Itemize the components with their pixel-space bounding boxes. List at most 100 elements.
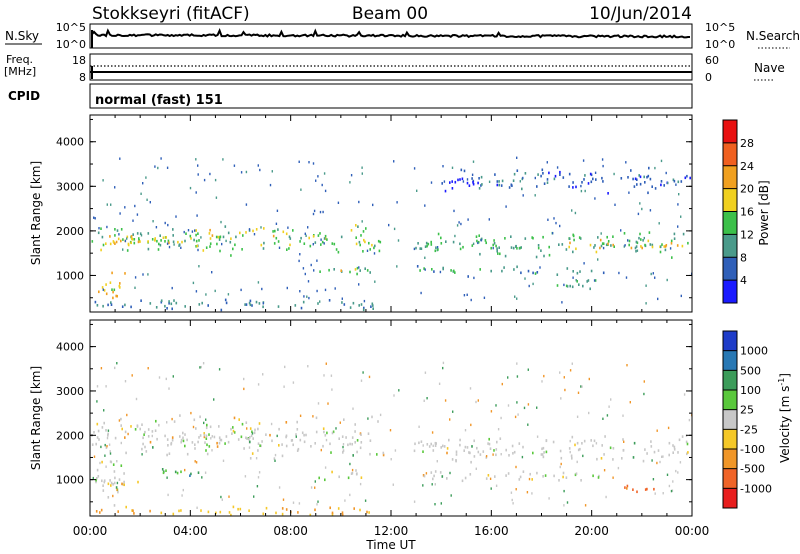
heatmap-cell: [483, 296, 486, 299]
heatmap-cell: [559, 173, 561, 176]
heatmap-cell: [643, 392, 645, 396]
heatmap-cell: [667, 181, 669, 185]
heatmap-cell: [122, 248, 124, 251]
heatmap-cell: [141, 453, 143, 456]
heatmap-cell: [665, 171, 667, 175]
heatmap-cell: [114, 366, 116, 370]
heatmap-cell: [257, 449, 259, 452]
heatmap-cell: [96, 422, 99, 426]
heatmap-cell: [497, 428, 500, 431]
heatmap-cell: [521, 187, 523, 191]
heatmap-cell: [650, 440, 652, 443]
heatmap-cell: [117, 490, 119, 494]
heatmap-cell: [398, 389, 400, 392]
heatmap-cell: [675, 469, 677, 473]
heatmap-cell: [158, 242, 160, 246]
heatmap-cell: [678, 438, 681, 442]
heatmap-cell: [312, 415, 314, 418]
heatmap-cell: [571, 457, 573, 460]
heatmap-cell: [641, 246, 643, 250]
heatmap-cell: [478, 177, 480, 180]
power-colorbar-swatch: [723, 188, 737, 212]
heatmap-cell: [232, 426, 234, 429]
heatmap-cell: [308, 236, 310, 240]
heatmap-cell: [422, 484, 424, 487]
heatmap-cell: [554, 174, 557, 178]
heatmap-cell: [423, 474, 426, 478]
heatmap-cell: [324, 234, 327, 238]
heatmap-cell: [424, 204, 426, 207]
heatmap-cell: [103, 480, 106, 484]
heatmap-cell: [667, 426, 670, 430]
heatmap-cell: [315, 179, 317, 182]
heatmap-cell: [154, 239, 156, 242]
heatmap-cell: [241, 422, 244, 426]
heatmap-cell: [601, 176, 603, 180]
heatmap-cell: [561, 243, 564, 246]
heatmap-cell: [351, 471, 354, 475]
heatmap-cell: [519, 180, 521, 183]
heatmap-cell: [341, 435, 344, 438]
heatmap-cell: [601, 158, 604, 161]
heatmap-cell: [430, 240, 432, 244]
heatmap-cell: [479, 453, 482, 456]
heatmap-cell: [173, 420, 176, 423]
heatmap-cell: [676, 244, 679, 247]
heatmap-cell: [356, 272, 358, 276]
heatmap-cell: [300, 306, 303, 310]
heatmap-cell: [649, 209, 652, 212]
heatmap-cell: [166, 242, 169, 245]
heatmap-cell: [366, 249, 369, 252]
heatmap-cell: [556, 284, 559, 287]
heatmap-cell: [147, 428, 150, 431]
heatmap-cell: [168, 245, 171, 249]
heatmap-cell: [297, 511, 299, 514]
heatmap-cell: [423, 399, 425, 402]
heatmap-cell: [120, 417, 122, 421]
heatmap-cell: [393, 227, 396, 231]
heatmap-cell: [658, 222, 660, 225]
heatmap-cell: [116, 362, 118, 365]
heatmap-cell: [394, 449, 397, 452]
heatmap-cell: [374, 280, 376, 283]
heatmap-cell: [109, 450, 111, 453]
heatmap-cell: [114, 186, 116, 189]
heatmap-cell: [161, 468, 164, 471]
heatmap-cell: [241, 248, 243, 251]
heatmap-cell: [575, 472, 578, 475]
heatmap-cell: [110, 484, 112, 487]
heatmap-cell: [434, 470, 437, 473]
heatmap-cell: [434, 444, 437, 447]
heatmap-cell: [670, 242, 673, 245]
heatmap-cell: [536, 435, 539, 438]
velocity-colorbar-label: Velocity [m s-1]: [777, 373, 792, 463]
range-tick-label: 4000: [56, 136, 84, 149]
heatmap-cell: [95, 478, 97, 482]
heatmap-cell: [426, 397, 428, 400]
heatmap-cell: [339, 421, 341, 424]
heatmap-cell: [227, 231, 230, 235]
heatmap-cell: [448, 438, 450, 442]
heatmap-cell: [513, 268, 515, 271]
heatmap-cell: [420, 440, 423, 443]
heatmap-cell: [516, 297, 518, 300]
heatmap-cell: [462, 180, 465, 183]
range-tick-label: 2000: [56, 225, 84, 238]
heatmap-cell: [477, 399, 479, 402]
heatmap-cell: [216, 441, 218, 445]
heatmap-cell: [215, 196, 218, 199]
heatmap-cell: [453, 269, 455, 273]
heatmap-cell: [315, 416, 318, 420]
heatmap-cell: [681, 244, 684, 248]
heatmap-cell: [516, 265, 518, 269]
heatmap-cell: [354, 268, 357, 271]
heatmap-cell: [370, 305, 372, 308]
heatmap-cell: [630, 246, 633, 250]
heatmap-cell: [472, 160, 475, 163]
heatmap-cell: [331, 511, 334, 515]
heatmap-cell: [601, 242, 604, 245]
heatmap-cell: [368, 511, 370, 514]
heatmap-cell: [166, 166, 169, 169]
heatmap-cell: [588, 377, 590, 381]
